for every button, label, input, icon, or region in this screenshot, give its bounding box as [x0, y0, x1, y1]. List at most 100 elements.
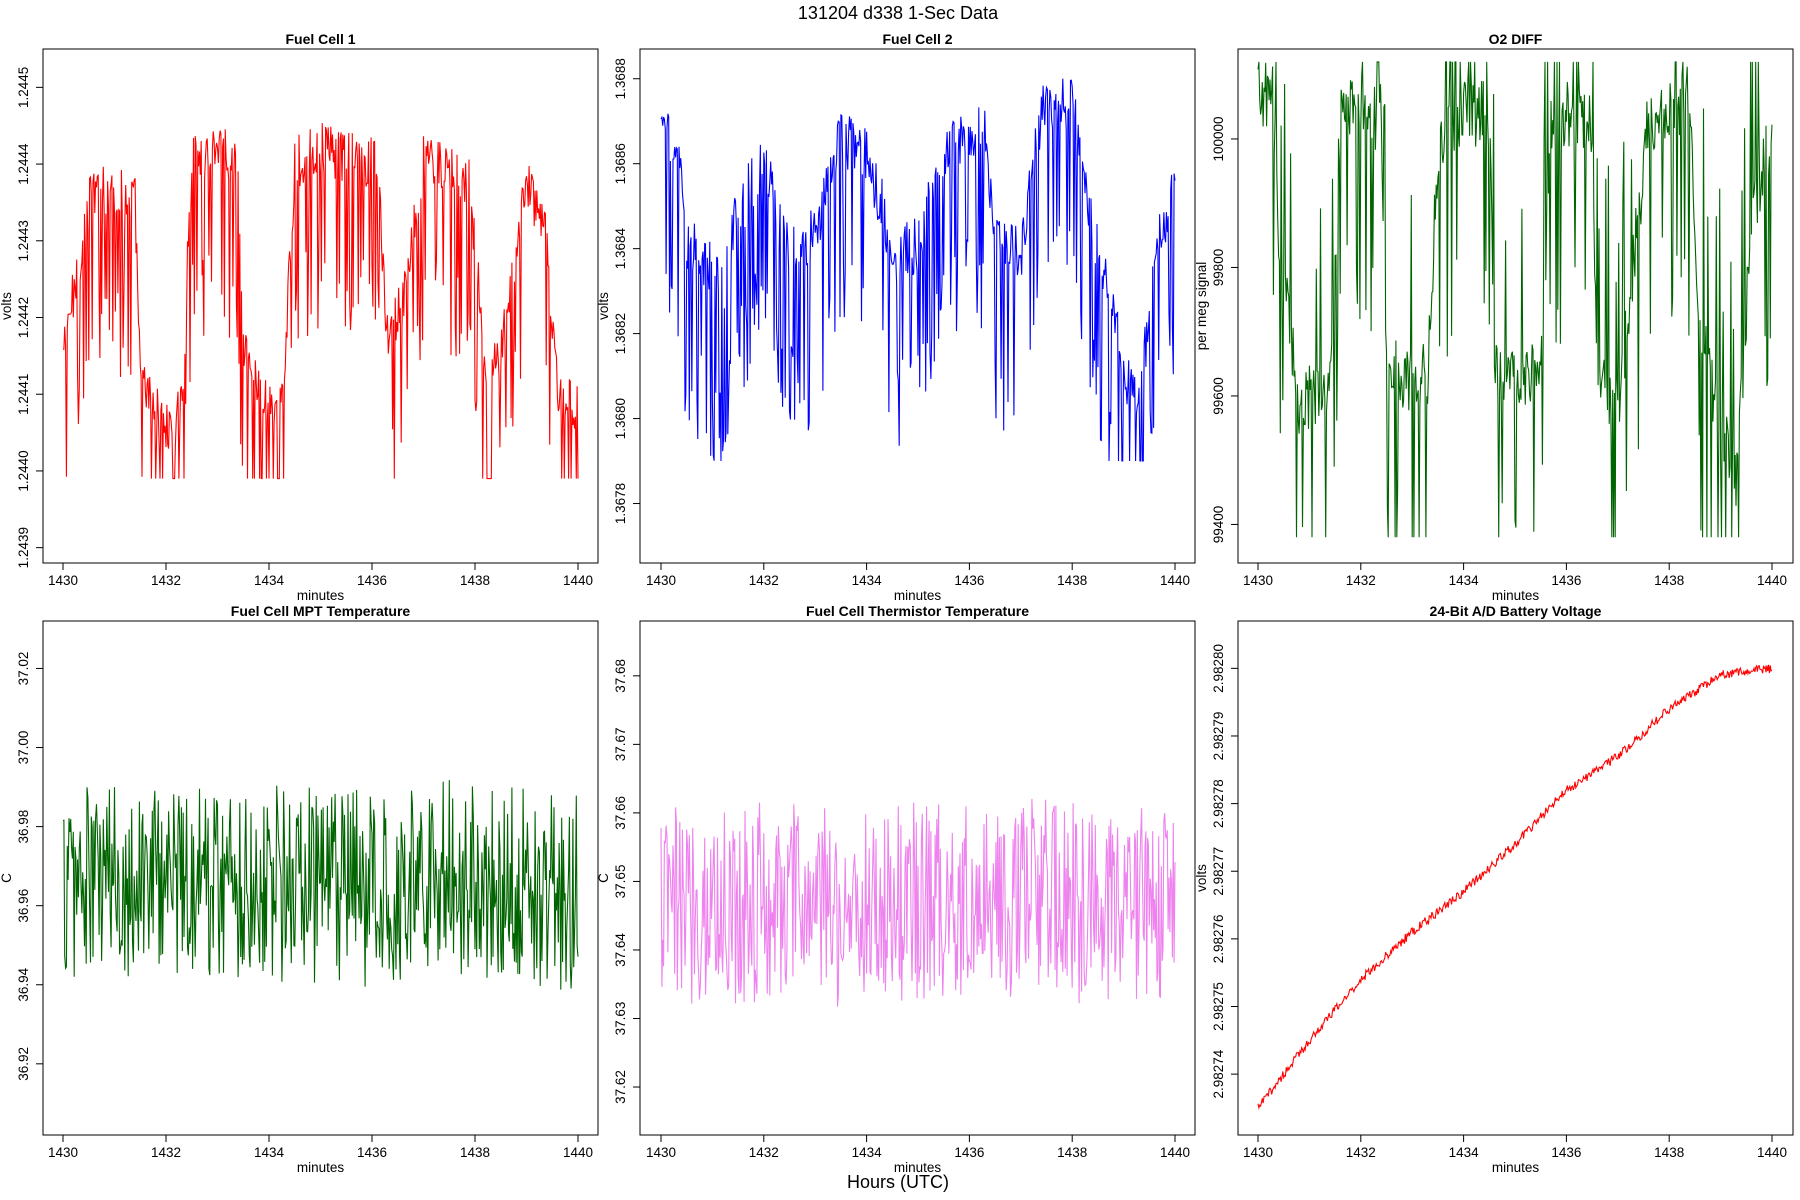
y-axis-label: volts [1194, 864, 1209, 892]
x-tick-label: 1434 [1449, 573, 1480, 588]
series-line [62, 780, 579, 990]
y-tick-label: 1.2439 [16, 527, 31, 568]
x-tick-label: 1440 [1757, 1145, 1787, 1160]
series-line [1257, 61, 1773, 538]
y-tick-label: 1.2441 [16, 374, 31, 415]
y-tick-label: 37.02 [16, 652, 31, 686]
x-axis-label: minutes [1492, 1160, 1540, 1175]
x-axis-label: minutes [894, 588, 942, 603]
series-line [63, 123, 579, 480]
y-tick-label: 2.98279 [1211, 712, 1226, 761]
x-tick-label: 1438 [460, 1145, 490, 1160]
x-tick-label: 1438 [1057, 573, 1087, 588]
x-tick-label: 1440 [1757, 573, 1787, 588]
panel-title: Fuel Cell 1 [285, 31, 355, 47]
y-tick-label: 36.94 [16, 967, 31, 1001]
x-tick-label: 1440 [1160, 1145, 1190, 1160]
y-tick-label: 37.67 [613, 727, 628, 761]
x-axis-label: minutes [894, 1160, 942, 1175]
y-tick-label: 99600 [1211, 377, 1226, 415]
x-tick-label: 1432 [749, 573, 779, 588]
y-tick-label: 2.98275 [1211, 982, 1226, 1031]
y-tick-label: 100000 [1211, 116, 1226, 161]
x-tick-label: 1436 [357, 1145, 387, 1160]
x-tick-label: 1430 [646, 1145, 676, 1160]
y-tick-label: 1.3682 [613, 313, 628, 354]
y-tick-label: 1.3688 [613, 58, 628, 99]
figure-title: 131204 d338 1-Sec Data [798, 3, 999, 23]
y-axis-label: per meg signal [1194, 262, 1209, 351]
x-tick-label: 1434 [254, 573, 285, 588]
y-tick-label: 1.3678 [613, 483, 628, 524]
x-tick-label: 1434 [852, 1145, 883, 1160]
y-tick-label: 36.96 [16, 889, 31, 923]
y-tick-label: 2.98280 [1211, 644, 1226, 693]
x-tick-label: 1430 [48, 1145, 78, 1160]
x-tick-label: 1440 [563, 1145, 593, 1160]
y-axis-label: C [0, 873, 14, 883]
x-tick-label: 1438 [1654, 1145, 1684, 1160]
y-tick-label: 37.00 [16, 731, 31, 765]
y-tick-label: 1.3680 [613, 398, 628, 439]
y-tick-label: 37.62 [613, 1070, 628, 1104]
y-axis-label: volts [596, 292, 611, 320]
panel-3: O2 DIFF 1430 1432 1434 1436 1438 1440 minutes 99… [1194, 31, 1794, 603]
plot-frame [1237, 620, 1794, 1136]
figure-x-axis-label: Hours (UTC) [847, 1172, 949, 1192]
y-tick-label: 2.98278 [1211, 779, 1226, 828]
x-tick-label: 1430 [1243, 573, 1273, 588]
x-tick-label: 1436 [1551, 1145, 1581, 1160]
x-tick-label: 1440 [1160, 573, 1190, 588]
y-tick-label: 2.98276 [1211, 914, 1226, 963]
y-tick-label: 2.98277 [1211, 847, 1226, 896]
x-tick-label: 1432 [749, 1145, 779, 1160]
panel-5: Fuel Cell Thermistor Temperature 1430 1432… [596, 603, 1196, 1175]
x-tick-label: 1438 [1654, 573, 1684, 588]
y-tick-label: 1.2442 [16, 297, 31, 338]
panel-title: Fuel Cell 2 [882, 31, 952, 47]
y-tick-label: 36.92 [16, 1047, 31, 1081]
series-line [660, 798, 1176, 1007]
panel-1: Fuel Cell 1 1430 1432 1434 1436 1438 1440 minut… [0, 31, 599, 603]
y-tick-label: 37.66 [613, 796, 628, 830]
x-tick-label: 1434 [254, 1145, 285, 1160]
panel-title: Fuel Cell MPT Temperature [231, 603, 411, 619]
y-tick-label: 37.64 [613, 933, 628, 967]
x-tick-label: 1438 [1057, 1145, 1087, 1160]
panel-4: Fuel Cell MPT Temperature 1430 1432 1434 143… [0, 603, 599, 1175]
y-tick-label: 1.3686 [613, 143, 628, 184]
x-tick-label: 1430 [646, 573, 676, 588]
x-tick-label: 1432 [1346, 1145, 1376, 1160]
y-tick-label: 37.68 [613, 659, 628, 693]
x-tick-label: 1436 [1551, 573, 1581, 588]
y-tick-label: 2.98274 [1211, 1049, 1226, 1098]
panel-6: 24-Bit A/D Battery Voltage 1430 1432 1434 14… [1194, 603, 1794, 1175]
x-tick-label: 1440 [563, 573, 593, 588]
panel-title: Fuel Cell Thermistor Temperature [806, 603, 1029, 619]
x-tick-label: 1432 [1346, 573, 1376, 588]
x-tick-label: 1436 [954, 573, 984, 588]
x-tick-label: 1436 [954, 1145, 984, 1160]
x-tick-label: 1432 [151, 1145, 181, 1160]
x-axis-label: minutes [297, 1160, 345, 1175]
x-axis-label: minutes [1492, 588, 1540, 603]
y-tick-label: 1.2443 [16, 220, 31, 261]
y-axis-label: C [596, 873, 611, 883]
y-tick-label: 1.2444 [16, 143, 31, 185]
x-tick-label: 1430 [48, 573, 78, 588]
series-line [1257, 664, 1773, 1110]
x-tick-label: 1432 [151, 573, 181, 588]
y-tick-label: 1.2440 [16, 450, 31, 491]
panel-2: Fuel Cell 2 1430 1432 1434 1436 1438 1440 minut… [596, 31, 1196, 603]
x-tick-label: 1434 [1449, 1145, 1480, 1160]
x-tick-label: 1436 [357, 573, 387, 588]
panel-title: 24-Bit A/D Battery Voltage [1430, 603, 1602, 619]
y-tick-label: 37.65 [613, 865, 628, 899]
y-tick-label: 99400 [1211, 506, 1226, 544]
x-tick-label: 1430 [1243, 1145, 1273, 1160]
y-tick-label: 1.2445 [16, 67, 31, 108]
x-axis-label: minutes [297, 588, 345, 603]
x-tick-label: 1434 [852, 573, 883, 588]
y-tick-label: 37.63 [613, 1002, 628, 1036]
